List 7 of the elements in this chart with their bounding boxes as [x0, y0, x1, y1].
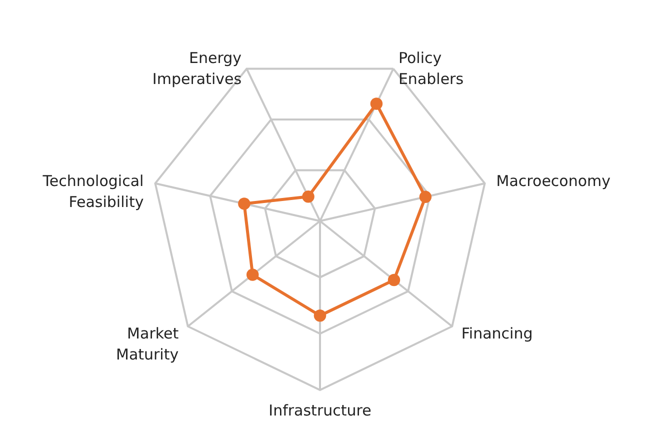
spoke-label: Energy Imperatives	[152, 49, 242, 88]
spoke-label: Market Maturity	[116, 324, 179, 364]
spoke-label: Policy Enablers	[398, 49, 464, 88]
spoke-label: Infrastructure	[268, 402, 372, 420]
spoke-label: Financing	[461, 324, 533, 343]
spoke-label: Macroeconomy	[496, 172, 611, 190]
spoke-label: Technological Feasibility	[42, 172, 144, 211]
